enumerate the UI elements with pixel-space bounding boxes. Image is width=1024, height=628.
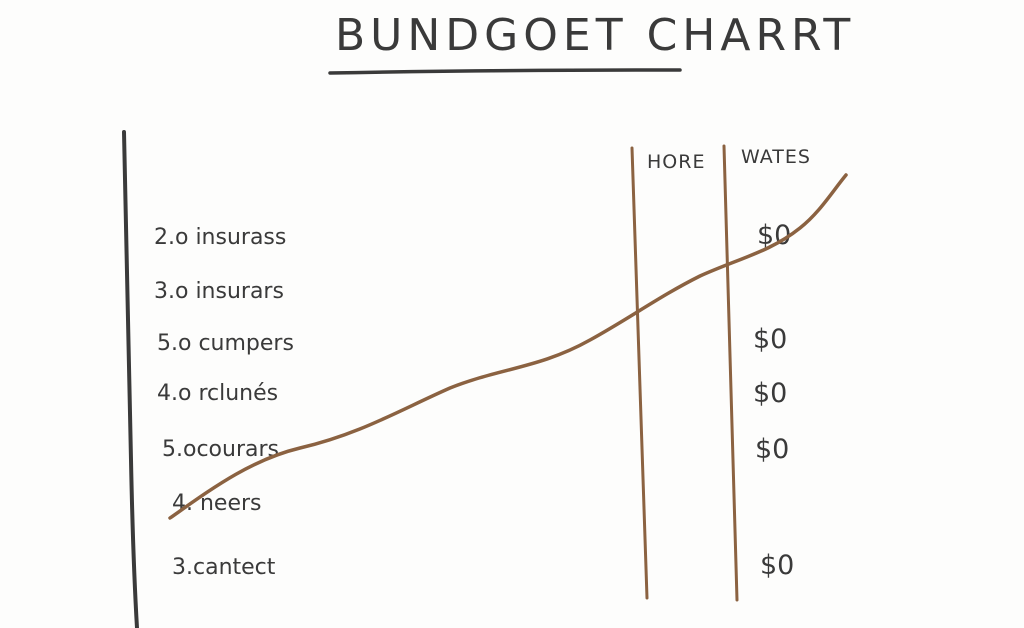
row-value: $0 xyxy=(753,324,787,355)
row-label: 4.o rclunés xyxy=(157,381,278,406)
title-underline xyxy=(328,68,682,75)
chart-title: BUNDGOET CHARRT xyxy=(335,10,855,61)
row-label: 5.ocourars xyxy=(162,437,279,462)
row-label: 3.o insurars xyxy=(154,279,284,304)
row-value: $0 xyxy=(753,378,787,409)
row-value: $0 xyxy=(755,434,789,465)
column-rule-wates xyxy=(722,144,739,602)
row-label: 2.o insurass xyxy=(154,225,286,250)
row-label: 3.cantect xyxy=(172,555,276,580)
row-value: $0 xyxy=(760,550,794,581)
y-axis-line xyxy=(122,130,139,628)
row-label: 4. neers xyxy=(172,491,262,516)
trend-line xyxy=(168,173,848,520)
row-label: 5.o cumpers xyxy=(157,331,294,356)
column-rule-hore xyxy=(630,146,649,600)
column-header-wates: WATES xyxy=(741,146,811,168)
column-header-hore: HORE xyxy=(647,151,705,173)
